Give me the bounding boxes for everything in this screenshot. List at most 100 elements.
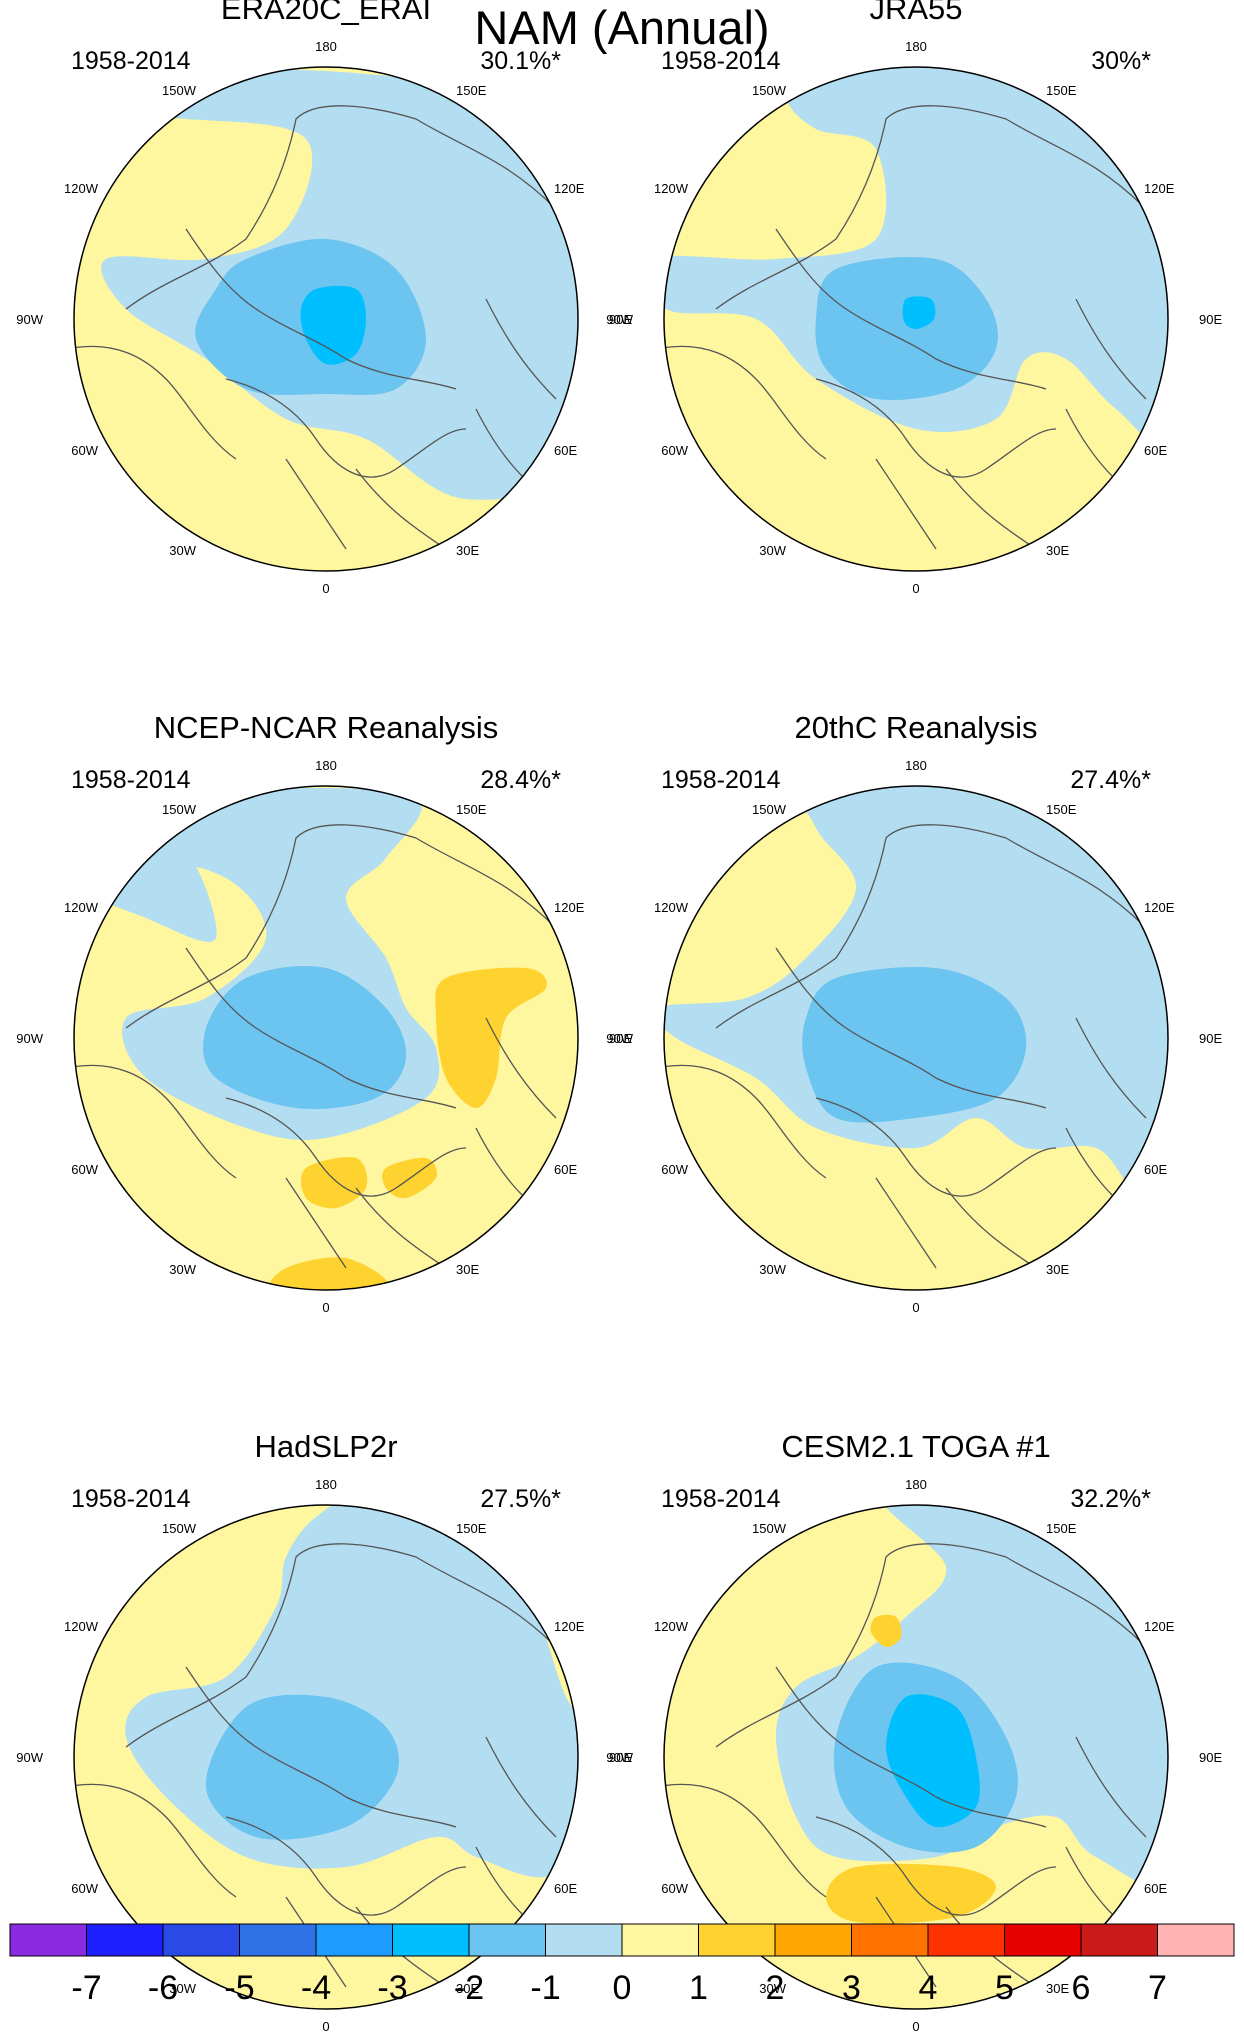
longitude-label: 60E [554, 1881, 577, 1896]
period-label: 1958-2014 [71, 1485, 191, 1513]
colorbar-swatch [1080, 1923, 1158, 1957]
longitude-label: 60E [554, 1162, 577, 1177]
longitude-label: 30E [1046, 1262, 1069, 1277]
period-label: 1958-2014 [661, 47, 781, 75]
colorbar-label: 5 [995, 1969, 1014, 2007]
longitude-label: 120E [554, 1619, 585, 1634]
longitude-label: 120W [64, 1619, 99, 1634]
contour-region-deep-neg [886, 1694, 980, 1828]
longitude-label: 60E [1144, 1162, 1167, 1177]
colorbar-swatch [545, 1923, 623, 1957]
map-frame [663, 1504, 1169, 2010]
coastlines [664, 824, 1147, 1269]
colorbar-label: -7 [71, 1969, 101, 2007]
longitude-label: 90W [606, 1750, 633, 1765]
colorbar: -7 -6 -5 -4 -3 -2 -1 0 1 2 3 4 5 6 7 [9, 1923, 1235, 2007]
longitude-label: 30W [759, 1262, 786, 1277]
coastlines [74, 105, 557, 550]
longitude-label: 150E [1046, 83, 1077, 98]
contour-field [664, 786, 1168, 1290]
longitude-label: 30E [1046, 1981, 1069, 1996]
contour-region-mid-pos [268, 1257, 389, 1290]
panel-title: NCEP-NCAR Reanalysis [154, 710, 499, 745]
colorbar-label: -2 [454, 1969, 484, 2007]
contour-field [664, 1505, 1168, 2009]
longitude-label: 180 [905, 758, 927, 773]
contour-region-mid-neg [815, 257, 998, 401]
longitude-label: 30W [169, 1981, 196, 1996]
longitude-label: 90W [606, 312, 633, 327]
longitude-label: 120W [64, 900, 99, 915]
contour-field [74, 1505, 578, 2009]
map-panel-3: NCEP-NCAR Reanalysis 1958-2014 28.4%* 180 0 9… [16, 710, 632, 1315]
longitude-label: 90W [16, 1031, 43, 1046]
longitude-label: 0 [912, 1300, 919, 1315]
contour-region-mid-neg [802, 966, 1027, 1123]
longitude-label: 180 [905, 1477, 927, 1492]
longitude-label: 120W [654, 900, 689, 915]
longitude-label: 60W [661, 1162, 688, 1177]
panel-title: JRA55 [869, 0, 962, 26]
longitude-label: 30W [759, 1981, 786, 1996]
colorbar-label: 7 [1148, 1969, 1167, 2007]
colorbar-swatch [1157, 1923, 1235, 1957]
colorbar-swatch [851, 1923, 929, 1957]
figure-title: NAM (Annual) [474, 1, 769, 54]
longitude-label: 180 [315, 758, 337, 773]
longitude-label: 60W [661, 1881, 688, 1896]
longitude-label: 120W [654, 181, 689, 196]
colorbar-label: 2 [766, 1969, 785, 2007]
colorbar-label: 3 [842, 1969, 861, 2007]
longitude-label: 60E [1144, 1881, 1167, 1896]
map-frame [663, 66, 1169, 572]
longitude-label: 150E [456, 1521, 487, 1536]
longitude-label: 180 [315, 39, 337, 54]
colorbar-label: -6 [148, 1969, 178, 2007]
longitude-label: 30W [169, 543, 196, 558]
period-label: 1958-2014 [661, 1485, 781, 1513]
longitude-label: 30E [456, 1262, 479, 1277]
variance-label: 27.4%* [1070, 766, 1151, 794]
longitude-label: 180 [905, 39, 927, 54]
longitude-label: 150W [752, 1521, 787, 1536]
map-frame [73, 1504, 579, 2010]
longitude-label: 60W [71, 443, 98, 458]
contour-region-deep-neg [902, 296, 936, 330]
map-frame [663, 785, 1169, 1291]
colorbar-swatch [621, 1923, 699, 1957]
colorbar-label: 1 [689, 1969, 708, 2007]
colorbar-swatch [468, 1923, 546, 1957]
colorbar-label: 4 [919, 1969, 938, 2007]
longitude-label: 180 [315, 1477, 337, 1492]
longitude-label: 150E [456, 83, 487, 98]
longitude-label: 90E [1199, 1031, 1222, 1046]
longitude-label: 120W [654, 1619, 689, 1634]
coastlines [74, 824, 557, 1269]
colorbar-swatch [162, 1923, 240, 1957]
longitude-label: 120E [1144, 900, 1175, 915]
longitude-label: 150W [752, 802, 787, 817]
longitude-label: 90E [609, 1750, 632, 1765]
longitude-label: 30E [1046, 543, 1069, 558]
contour-region-mid-pos [435, 967, 547, 1108]
variance-label: 30.1%* [480, 47, 561, 75]
contour-region-mid-neg [203, 966, 407, 1110]
longitude-label: 90W [16, 1750, 43, 1765]
longitude-label: 0 [322, 581, 329, 596]
colorbar-swatch [315, 1923, 393, 1957]
longitude-label: 60W [661, 443, 688, 458]
period-label: 1958-2014 [661, 766, 781, 794]
longitude-label: 30E [456, 543, 479, 558]
colorbar-swatch [239, 1923, 317, 1957]
panel-title: ERA20C_ERAI [221, 0, 431, 26]
longitude-label: 60E [1144, 443, 1167, 458]
contour-field [74, 67, 578, 571]
longitude-label: 60W [71, 1162, 98, 1177]
longitude-label: 120E [1144, 1619, 1175, 1634]
colorbar-swatch [927, 1923, 1005, 1957]
panel-title: HadSLP2r [254, 1429, 397, 1464]
panel-title: CESM2.1 TOGA #1 [781, 1429, 1050, 1464]
period-label: 1958-2014 [71, 766, 191, 794]
